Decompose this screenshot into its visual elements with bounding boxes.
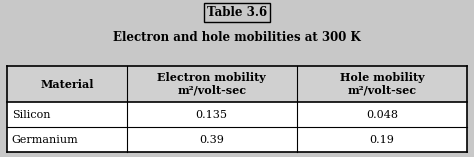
Bar bbox=[7, 66, 467, 102]
Text: Table 3.6: Table 3.6 bbox=[207, 6, 267, 19]
Bar bbox=[7, 66, 467, 152]
Text: Silicon: Silicon bbox=[12, 110, 50, 120]
Text: Germanium: Germanium bbox=[12, 135, 79, 145]
Text: Electron mobility
m²/volt-sec: Electron mobility m²/volt-sec bbox=[157, 72, 266, 96]
Text: 0.39: 0.39 bbox=[199, 135, 224, 145]
Text: Hole mobility
m²/volt-sec: Hole mobility m²/volt-sec bbox=[339, 72, 424, 96]
Text: 0.19: 0.19 bbox=[369, 135, 394, 145]
Text: 0.048: 0.048 bbox=[366, 110, 398, 120]
Text: Material: Material bbox=[40, 78, 94, 90]
Text: 0.135: 0.135 bbox=[196, 110, 228, 120]
Text: Electron and hole mobilities at 300 K: Electron and hole mobilities at 300 K bbox=[113, 31, 361, 44]
